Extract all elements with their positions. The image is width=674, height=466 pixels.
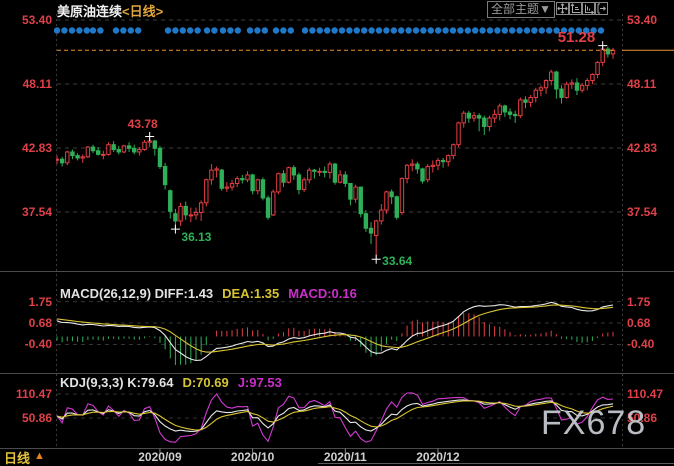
kdj-header: KDJ(9,3,3) K:79.64 D:70.69 J:97.53: [60, 375, 282, 390]
candles-layer: [56, 45, 616, 260]
period-tag: <日线>: [122, 4, 164, 19]
pan-button[interactable]: [556, 2, 569, 15]
price-axis-label: -0.40: [24, 337, 52, 352]
price-axis-label: 1.75: [28, 294, 52, 309]
price-axis-label: 50.86: [627, 411, 658, 425]
symbol-name: 美原油连续: [57, 4, 123, 19]
price-axis-label: 1.75: [627, 294, 651, 309]
news-dots-layer: [53, 27, 605, 34]
date-axis-label: 2020/10: [230, 450, 275, 464]
price-axis-label: 42.83: [21, 140, 52, 155]
price-axis-label: -0.40: [627, 337, 655, 352]
extreme-price-marker: [170, 224, 180, 234]
theme-dropdown-label: 全部主题: [491, 2, 540, 16]
y-axis-scale-button[interactable]: [569, 2, 582, 15]
pan-icon: [557, 3, 568, 14]
period-selector[interactable]: 日线: [4, 451, 31, 466]
date-axis-label: 2020/12: [416, 450, 460, 464]
extreme-price-marker: [371, 254, 381, 264]
extreme-price-marker: [598, 41, 608, 51]
extreme-price-marker: [145, 131, 155, 141]
price-axis-label: 37.54: [627, 205, 658, 219]
shift-chart-button[interactable]: [595, 2, 608, 15]
price-marker-label: 36.13: [181, 230, 212, 245]
chart-title: 美原油连续<日线>: [57, 1, 163, 20]
kdj-layer: [56, 392, 614, 443]
price-axis-label: 0.68: [627, 315, 651, 330]
date-axis-label: 2020/09: [138, 450, 182, 464]
kdj-j-value: J:97.53: [237, 375, 282, 390]
grid-layer: [0, 14, 674, 464]
theme-dropdown[interactable]: 全部主题▼: [487, 1, 555, 18]
macd-layer: [56, 301, 614, 366]
chevron-down-icon: ▼: [539, 2, 551, 16]
macd-header: MACD(26,12,9) DIFF:1.43 DEA:1.35 MACD:0.16: [60, 286, 357, 301]
y-axis-scale-icon: [570, 3, 581, 13]
price-axis-label: 48.11: [627, 77, 657, 92]
price-axis-label: 53.40: [627, 13, 658, 27]
price-axis-label: 110.47: [15, 387, 52, 401]
macd-bar-value: MACD:0.16: [288, 286, 357, 301]
macd-title-value: MACD(26,12,9) DIFF:1.43: [60, 286, 214, 301]
price-axis-label: 37.54: [21, 205, 52, 219]
date-axis-label: 2020/11: [323, 450, 367, 464]
price-axis-label: 48.11: [22, 77, 52, 92]
price-axis-label: 42.83: [627, 140, 658, 155]
price-axis-label: 53.40: [21, 13, 52, 27]
watermark: FX678: [541, 404, 647, 442]
period-up-arrow-icon[interactable]: ▲: [34, 450, 45, 462]
macd-dea-value: DEA:1.35: [222, 286, 280, 301]
price-marker-label: 33.64: [382, 254, 413, 269]
price-axis-label: 0.68: [28, 315, 52, 330]
price-axis-label: 50.86: [21, 411, 52, 425]
x-axis-scale-button[interactable]: [582, 2, 595, 15]
price-axis-label: 110.47: [627, 387, 664, 401]
shift-chart-icon: [597, 3, 607, 14]
kdj-k-value: KDJ(9,3,3) K:79.64: [60, 375, 174, 390]
price-marker-label: 43.78: [127, 117, 158, 132]
price-marker-label: 51.28: [557, 28, 596, 46]
kdj-d-value: D:70.69: [182, 375, 229, 390]
x-axis-scale-icon: [585, 4, 594, 14]
